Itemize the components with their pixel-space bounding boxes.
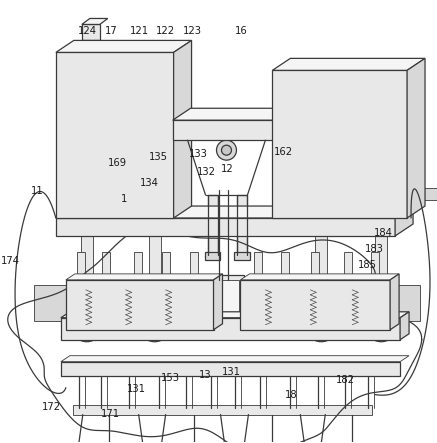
Text: 133: 133 xyxy=(189,149,208,159)
Polygon shape xyxy=(61,318,400,340)
Bar xyxy=(375,236,387,326)
Bar xyxy=(134,252,142,280)
Bar xyxy=(281,252,289,280)
Bar xyxy=(82,24,100,40)
Bar xyxy=(77,252,85,280)
Circle shape xyxy=(222,145,232,155)
Text: 121: 121 xyxy=(130,26,149,35)
Text: 12: 12 xyxy=(222,164,234,175)
Text: 16: 16 xyxy=(235,26,248,35)
Text: 131: 131 xyxy=(222,367,241,377)
Circle shape xyxy=(315,320,327,332)
Bar xyxy=(141,318,169,324)
Polygon shape xyxy=(400,312,409,340)
Bar xyxy=(102,252,110,280)
Polygon shape xyxy=(66,280,214,330)
Text: 171: 171 xyxy=(101,409,121,419)
Bar xyxy=(307,318,335,324)
Polygon shape xyxy=(66,274,222,280)
Bar xyxy=(208,195,218,255)
Text: 13: 13 xyxy=(199,370,212,380)
Text: 153: 153 xyxy=(161,373,180,383)
Text: 132: 132 xyxy=(196,167,215,177)
Circle shape xyxy=(367,90,387,110)
Circle shape xyxy=(149,320,161,332)
Text: 131: 131 xyxy=(127,384,146,393)
Bar xyxy=(311,252,319,280)
Circle shape xyxy=(375,320,387,332)
Text: 162: 162 xyxy=(274,147,293,157)
Polygon shape xyxy=(173,40,191,218)
Text: 18: 18 xyxy=(284,390,297,400)
Bar xyxy=(162,252,170,280)
Bar xyxy=(315,236,327,326)
Polygon shape xyxy=(61,361,400,376)
Text: 135: 135 xyxy=(149,152,167,163)
Bar xyxy=(149,236,161,326)
Bar xyxy=(367,318,395,324)
Circle shape xyxy=(81,320,93,332)
Text: 184: 184 xyxy=(374,228,392,238)
Bar xyxy=(344,252,352,280)
Polygon shape xyxy=(395,206,413,236)
Bar xyxy=(371,252,379,280)
Bar xyxy=(237,195,247,255)
Bar xyxy=(205,252,221,260)
Text: 182: 182 xyxy=(336,375,355,385)
Polygon shape xyxy=(240,274,399,280)
Polygon shape xyxy=(173,120,281,140)
Text: 123: 123 xyxy=(184,26,202,35)
Bar xyxy=(201,280,239,330)
Bar xyxy=(254,252,262,280)
Polygon shape xyxy=(173,108,298,120)
Polygon shape xyxy=(56,52,173,218)
Bar xyxy=(190,252,198,280)
Text: 122: 122 xyxy=(156,26,175,35)
Text: 1: 1 xyxy=(121,194,127,203)
Polygon shape xyxy=(56,40,191,52)
Text: 185: 185 xyxy=(358,260,377,270)
Bar xyxy=(197,275,244,335)
Bar xyxy=(390,285,420,321)
Polygon shape xyxy=(390,274,399,330)
Bar xyxy=(81,236,93,326)
Bar xyxy=(34,285,66,321)
Text: 11: 11 xyxy=(31,187,43,196)
Text: 17: 17 xyxy=(104,26,117,35)
Polygon shape xyxy=(272,58,425,70)
Polygon shape xyxy=(272,70,407,218)
Bar xyxy=(235,252,250,260)
Polygon shape xyxy=(61,356,409,361)
Polygon shape xyxy=(56,206,413,218)
Polygon shape xyxy=(56,218,395,236)
Polygon shape xyxy=(407,58,425,218)
Bar xyxy=(73,318,101,324)
Circle shape xyxy=(372,95,382,105)
Text: 183: 183 xyxy=(365,244,384,254)
Polygon shape xyxy=(82,19,108,24)
Polygon shape xyxy=(281,108,298,140)
Polygon shape xyxy=(240,280,390,330)
Text: 134: 134 xyxy=(140,178,159,187)
Text: 172: 172 xyxy=(42,402,61,412)
Bar xyxy=(73,404,372,415)
Polygon shape xyxy=(61,312,409,318)
Circle shape xyxy=(216,140,236,160)
Bar xyxy=(420,188,437,200)
Text: 174: 174 xyxy=(1,256,20,266)
Text: 169: 169 xyxy=(108,158,128,168)
Polygon shape xyxy=(214,274,222,330)
Text: 124: 124 xyxy=(78,26,97,35)
